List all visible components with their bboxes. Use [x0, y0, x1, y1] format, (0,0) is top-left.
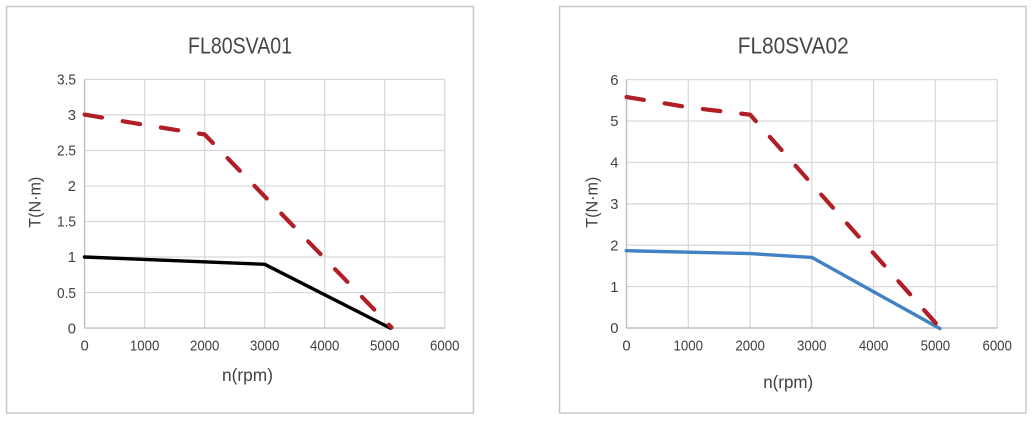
svg-text:4000: 4000 — [859, 338, 889, 354]
svg-text:5: 5 — [610, 114, 618, 130]
svg-text:2000: 2000 — [190, 338, 220, 354]
svg-text:n(rpm): n(rpm) — [222, 365, 273, 385]
svg-text:5000: 5000 — [921, 338, 951, 354]
svg-text:3: 3 — [68, 108, 76, 124]
svg-text:FL80SVA02: FL80SVA02 — [738, 33, 849, 59]
svg-text:0: 0 — [80, 338, 88, 354]
svg-text:6: 6 — [610, 73, 618, 89]
svg-text:4: 4 — [610, 156, 618, 172]
svg-text:T(N·m): T(N·m) — [26, 177, 45, 228]
svg-text:2: 2 — [68, 179, 76, 195]
svg-text:6000: 6000 — [982, 338, 1012, 354]
svg-text:1: 1 — [68, 250, 76, 266]
svg-text:0.5: 0.5 — [57, 286, 76, 302]
svg-text:3.5: 3.5 — [57, 73, 76, 89]
svg-text:2000: 2000 — [735, 338, 765, 354]
svg-text:5000: 5000 — [370, 338, 400, 354]
svg-text:FL80SVA01: FL80SVA01 — [188, 33, 292, 59]
svg-text:6000: 6000 — [430, 338, 460, 354]
svg-text:2: 2 — [610, 238, 618, 254]
svg-text:0: 0 — [610, 321, 618, 337]
svg-text:2.5: 2.5 — [57, 144, 76, 160]
svg-text:n(rpm): n(rpm) — [763, 372, 813, 392]
svg-text:T(N·m): T(N·m) — [582, 177, 601, 228]
svg-text:0: 0 — [622, 338, 630, 354]
svg-text:1000: 1000 — [130, 338, 160, 354]
svg-text:3000: 3000 — [250, 338, 280, 354]
svg-text:1000: 1000 — [674, 338, 704, 354]
svg-text:1: 1 — [610, 280, 618, 296]
svg-text:1.5: 1.5 — [57, 215, 76, 231]
svg-text:3000: 3000 — [797, 338, 827, 354]
svg-text:4000: 4000 — [310, 338, 340, 354]
svg-text:3: 3 — [610, 197, 618, 213]
svg-text:0: 0 — [68, 321, 76, 337]
